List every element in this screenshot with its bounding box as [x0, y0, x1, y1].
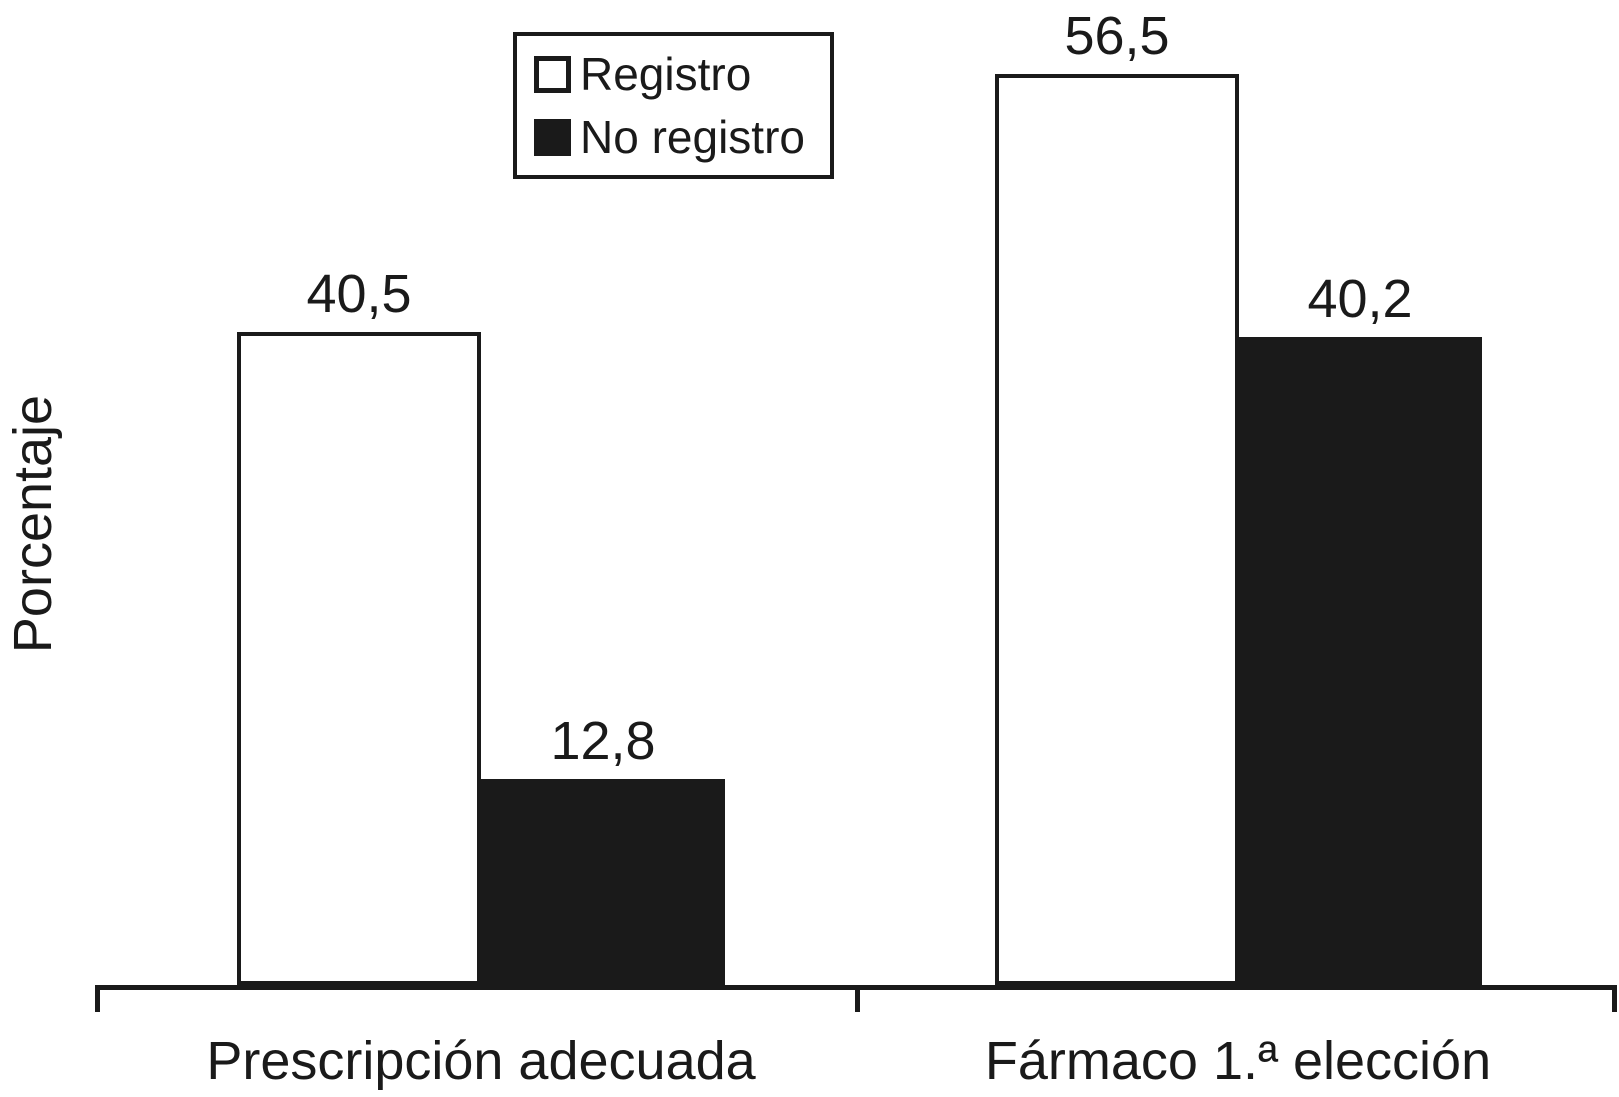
y-axis-title: Porcentaje [3, 394, 63, 654]
legend-item-no-registro: No registro [534, 112, 820, 163]
bar-value-label-no-registro-1: 40,2 [1307, 269, 1413, 329]
plot-area: 40,5 56,5 12,8 40,2 [95, 0, 1617, 985]
legend-item-registro: Registro [534, 49, 820, 100]
bar-value-label-registro-0: 40,5 [306, 264, 412, 324]
bar-registro-0 [237, 332, 481, 985]
legend-swatch-registro-icon [534, 55, 571, 93]
bar-value-label-registro-1: 56,5 [1064, 6, 1170, 66]
legend: Registro No registro [513, 32, 834, 179]
legend-label-no-registro: No registro [580, 111, 805, 164]
bar-no-registro-1 [1238, 337, 1482, 985]
category-label-prescripcion-adecuada: Prescripción adecuada [206, 1031, 756, 1091]
x-axis-tick-right [1612, 985, 1617, 1012]
x-axis-tick-middle [855, 985, 860, 1012]
bar-value-label-no-registro-0: 12,8 [550, 711, 656, 771]
bar-registro-1 [995, 74, 1239, 985]
legend-label-registro: Registro [580, 48, 752, 100]
x-axis-tick-left [95, 985, 100, 1012]
bar-no-registro-0 [481, 779, 725, 985]
legend-swatch-no-registro-icon [534, 119, 571, 157]
category-label-farmaco-1a-eleccion: Fármaco 1.ª elección [984, 1031, 1492, 1091]
